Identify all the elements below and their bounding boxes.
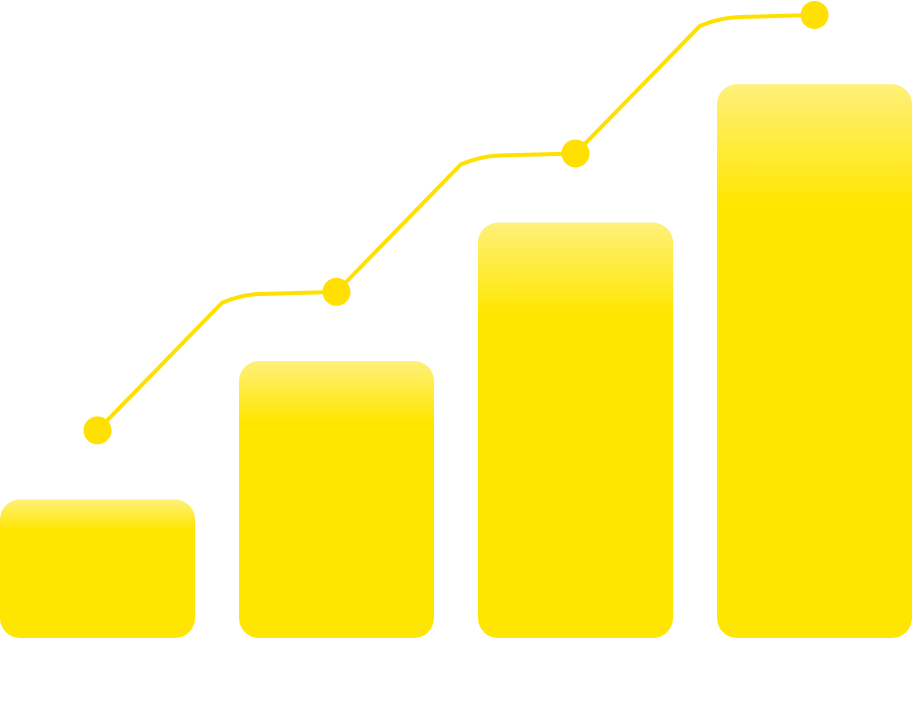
trend-marker-4 <box>800 1 829 29</box>
bar-3 <box>478 222 673 638</box>
trend-marker-1 <box>83 416 112 445</box>
trend-marker-2 <box>322 277 351 306</box>
bars-layer <box>0 84 912 638</box>
markers-layer <box>83 1 829 445</box>
trend-marker-3 <box>561 139 590 168</box>
bar-2 <box>239 361 434 638</box>
bar-4 <box>717 84 912 638</box>
bar-1 <box>0 499 195 638</box>
trend-line-layer <box>95 13 817 433</box>
trend-line <box>95 13 817 433</box>
